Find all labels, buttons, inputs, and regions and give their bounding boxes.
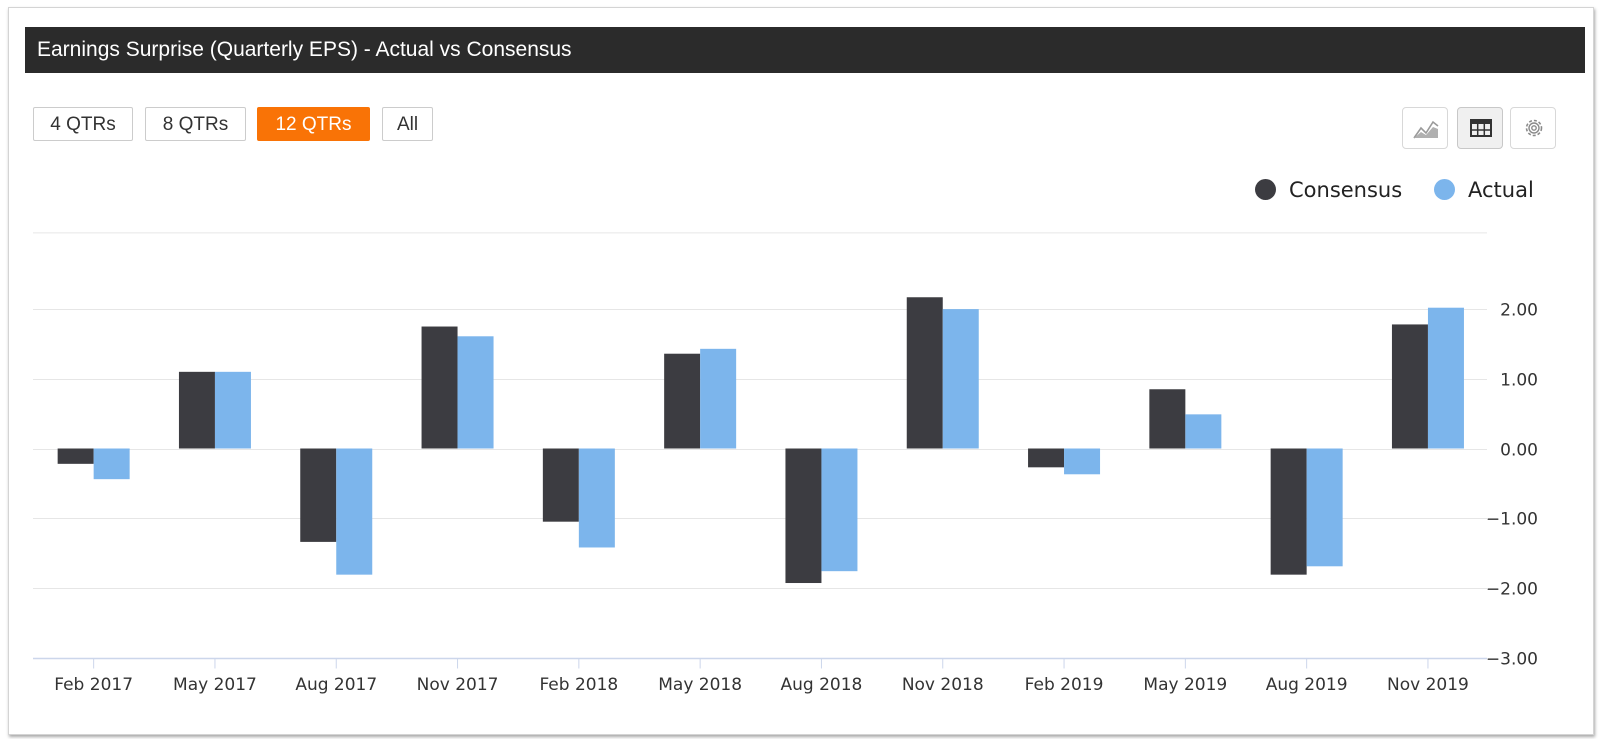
- area-chart-icon: [1413, 120, 1439, 139]
- range-12-qtrs-button[interactable]: 12 QTRs: [257, 107, 370, 141]
- range-all-button[interactable]: All: [382, 107, 433, 141]
- bar-consensus-may-2018: [664, 353, 701, 449]
- bar-consensus-may-2019: [1149, 389, 1186, 449]
- x-tick-label: Aug 2018: [781, 675, 863, 695]
- x-tick-label: May 2018: [658, 675, 742, 695]
- bar-consensus-nov-2017: [421, 326, 458, 449]
- bar-actual-may-2019: [1185, 414, 1222, 449]
- table-icon: [1470, 119, 1492, 137]
- legend-consensus-marker: [1255, 179, 1276, 200]
- bar-actual-nov-2017: [457, 336, 494, 449]
- bar-actual-nov-2019: [1427, 307, 1464, 449]
- bar-actual-may-2018: [700, 348, 737, 449]
- bar-consensus-aug-2018: [785, 448, 822, 584]
- x-tick-label: Aug 2019: [1266, 675, 1348, 695]
- bar-actual-aug-2018: [821, 448, 858, 572]
- x-tick-label: Nov 2017: [417, 675, 499, 695]
- bar-consensus-feb-2018: [542, 448, 579, 522]
- y-tick-label: −3.00: [1486, 650, 1538, 670]
- bar-actual-feb-2018: [578, 448, 615, 548]
- bar-actual-feb-2019: [1064, 448, 1101, 475]
- bar-actual-aug-2017: [336, 448, 373, 575]
- y-tick-label: 2.00: [1500, 301, 1538, 321]
- y-tick-label: −2.00: [1486, 580, 1538, 600]
- bar-consensus-aug-2017: [300, 448, 337, 542]
- bar-consensus-may-2017: [178, 371, 215, 449]
- x-tick-label: Feb 2017: [54, 675, 133, 695]
- x-tick-label: May 2019: [1143, 675, 1227, 695]
- y-tick-label: 0.00: [1500, 441, 1538, 461]
- bar-consensus-feb-2017: [57, 448, 94, 464]
- x-tick-label: Aug 2017: [295, 675, 377, 695]
- range-8-qtrs-button[interactable]: 8 QTRs: [145, 107, 246, 141]
- bar-actual-may-2017: [214, 371, 251, 449]
- x-tick-label: Feb 2018: [539, 675, 618, 695]
- bar-consensus-feb-2019: [1028, 448, 1065, 468]
- bar-actual-nov-2018: [942, 309, 979, 449]
- y-tick-label: 1.00: [1500, 371, 1538, 391]
- settings-button[interactable]: [1510, 107, 1556, 149]
- bar-actual-aug-2019: [1306, 448, 1343, 567]
- bar-consensus-nov-2019: [1391, 324, 1428, 449]
- table-view-button[interactable]: [1457, 107, 1503, 149]
- chart-view-button[interactable]: [1402, 107, 1448, 149]
- x-tick-label: Nov 2018: [902, 675, 984, 695]
- bar-consensus-nov-2018: [906, 297, 943, 449]
- y-tick-label: −1.00: [1486, 510, 1538, 530]
- gear-icon: [1525, 119, 1543, 137]
- x-tick-label: May 2017: [173, 675, 257, 695]
- x-tick-label: Nov 2019: [1387, 675, 1469, 695]
- legend-actual-marker: [1434, 179, 1455, 200]
- bar-actual-feb-2017: [93, 448, 130, 480]
- bar-consensus-aug-2019: [1270, 448, 1307, 575]
- range-4-qtrs-button[interactable]: 4 QTRs: [33, 107, 133, 141]
- x-tick-label: Feb 2019: [1025, 675, 1104, 695]
- widget-title: Earnings Surprise (Quarterly EPS) - Actu…: [25, 27, 1585, 73]
- legend-consensus-label: Consensus: [1289, 178, 1403, 202]
- legend-actual-label: Actual: [1468, 178, 1534, 202]
